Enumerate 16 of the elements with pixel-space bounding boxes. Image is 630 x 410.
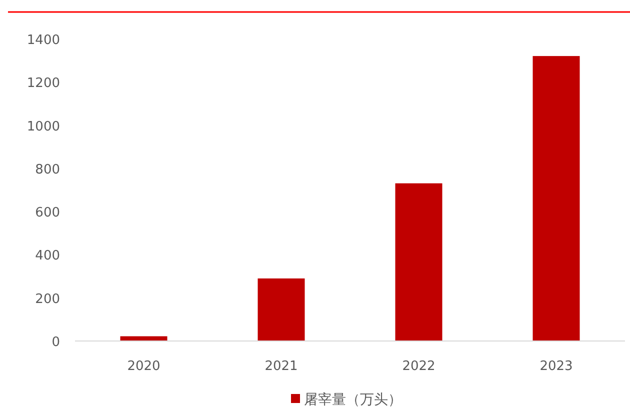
y-tick-label: 800 [35,162,60,178]
y-tick-label: 200 [35,292,60,307]
y-tick-label: 1400 [26,33,60,48]
x-tick-label: 2022 [402,359,436,374]
x-tick-label: 2021 [264,359,298,374]
bar [395,183,442,341]
bar [532,56,580,341]
y-tick-label: 1000 [26,119,60,134]
y-tick-label: 0 [52,335,60,350]
y-tick-label: 400 [35,248,60,264]
x-tick-label: 2023 [540,359,573,374]
x-tick-label: 2020 [127,359,160,374]
y-tick-label: 600 [35,206,60,221]
y-tick-label: 1200 [26,76,60,92]
legend-label: 屠宰量（万头） [304,392,402,408]
bar [258,278,305,341]
